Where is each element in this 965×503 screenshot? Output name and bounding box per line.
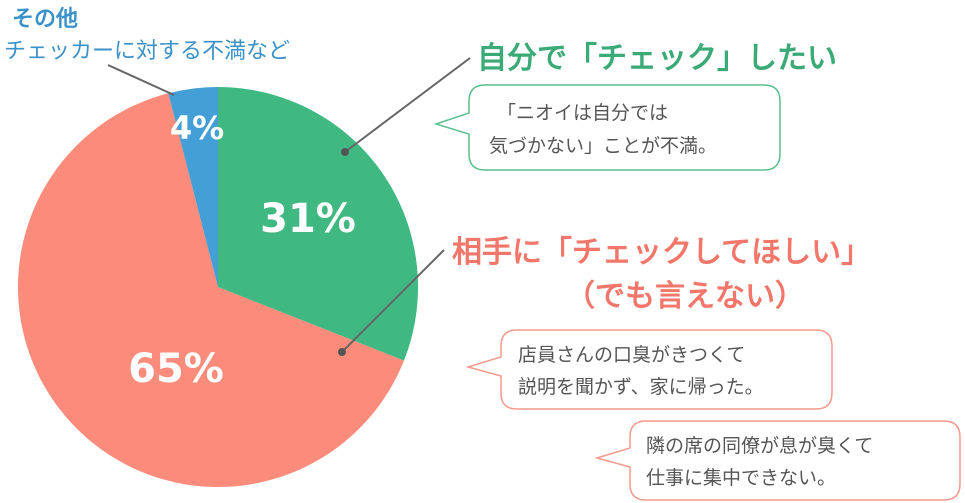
data-label-other: 4% — [170, 109, 224, 147]
red-title-line1: 相手に「チェックしてほしい」 — [452, 235, 871, 270]
green-title: 自分で「チェック」したい — [477, 41, 837, 76]
pie-slice-self-check — [218, 87, 418, 361]
speech-bubble-red-2: 隣の席の同僚が息が臭くて 仕事に集中できない。 — [594, 420, 961, 501]
leader-dot-want-checked — [338, 348, 346, 356]
data-label-self-check: 31% — [260, 196, 356, 242]
red-title-line2: （でも言えない） — [565, 279, 805, 314]
data-label-want-checked: 65% — [128, 346, 224, 392]
leader-dot-self-check — [341, 148, 349, 156]
bubble-green-line1: 「ニオイは自分では — [497, 102, 668, 124]
bubble-red2-line1: 隣の席の同僚が息が臭くて — [646, 435, 873, 457]
bubble-red1-line2: 説明を聞かず、家に帰った。 — [518, 376, 764, 398]
speech-bubble-green: 「ニオイは自分では 気づかない」ことが不満。 — [433, 84, 781, 171]
leader-line-want-checked — [341, 249, 445, 353]
pie-slice-other — [168, 87, 218, 287]
leader-line-self-check — [344, 57, 471, 153]
bubble-green-line2: 気づかない」ことが不満。 — [489, 135, 717, 157]
bubble-red1-line1: 店員さんの口臭がきつくて — [518, 344, 745, 366]
speech-bubble-red-1: 店員さんの口臭がきつくて 説明を聞かず、家に帰った。 — [465, 329, 833, 410]
other-title: その他 — [12, 7, 78, 32]
other-subtitle: チェッカーに対する不満など — [4, 39, 290, 64]
leader-line-other — [107, 64, 175, 96]
pie-slice-want-checked — [17, 93, 404, 487]
bubble-red2-line2: 仕事に集中できない。 — [646, 467, 836, 489]
